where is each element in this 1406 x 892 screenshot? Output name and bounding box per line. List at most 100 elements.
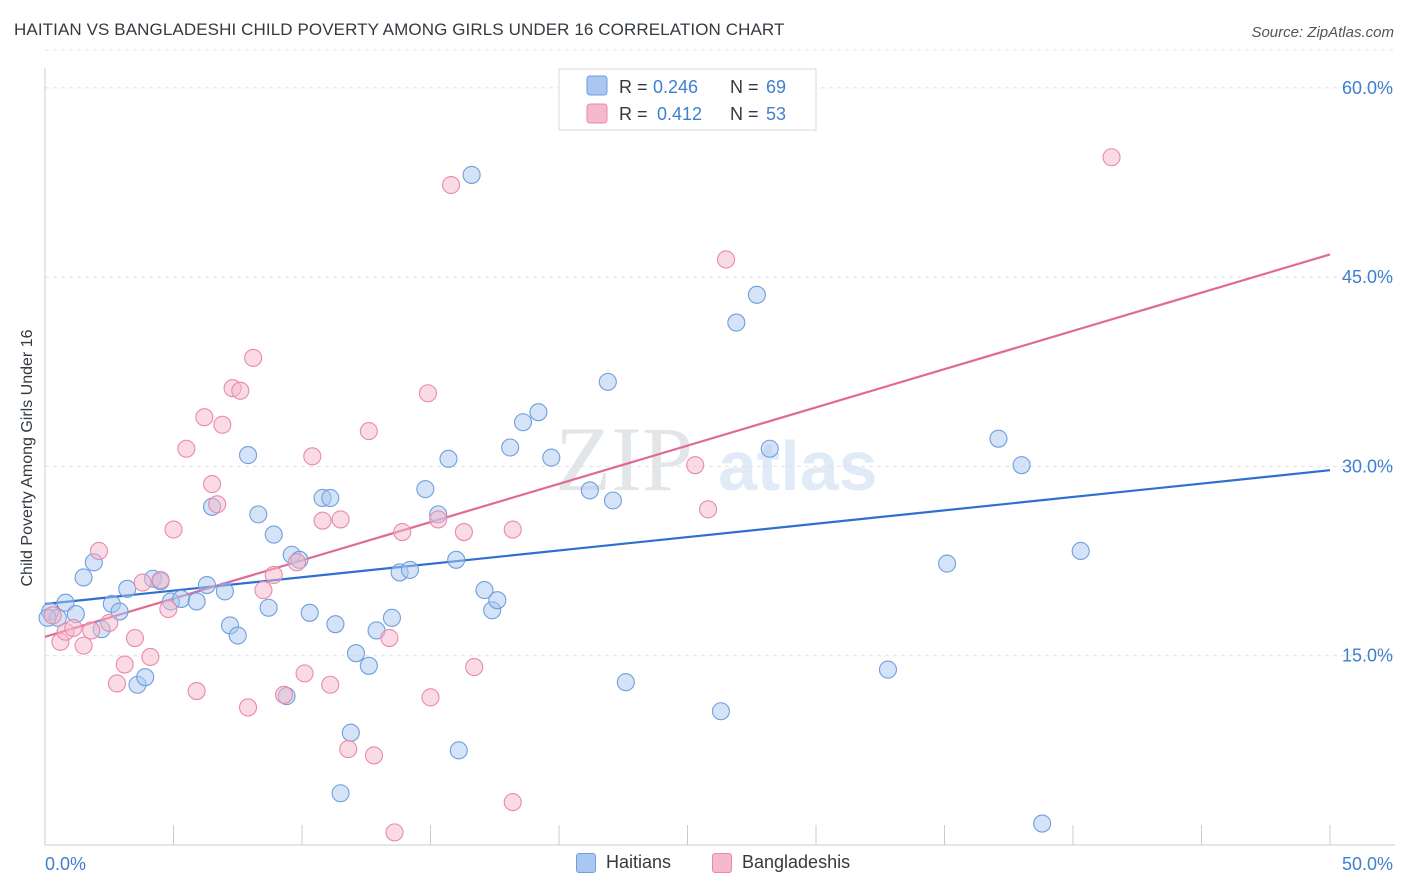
haitians-point — [449, 741, 468, 760]
haitians-trend-line — [44, 469, 1331, 606]
bangladeshis-point — [141, 647, 160, 667]
bangladeshis-point — [364, 746, 384, 765]
haitians-point — [56, 593, 75, 612]
haitians-point — [513, 413, 533, 432]
legend-bangladeshis-n-label: N = — [730, 104, 759, 124]
legend-bangladeshis-n-value: 53 — [766, 104, 786, 124]
bangladeshis-point — [429, 510, 448, 529]
bangladeshis-point — [82, 621, 101, 640]
bangladeshis-point — [393, 522, 412, 542]
bangladeshis-point — [385, 823, 404, 842]
haitians-point — [215, 582, 234, 601]
haitians-point — [74, 568, 93, 587]
haitians-point — [603, 491, 623, 510]
haitians-point — [462, 165, 481, 184]
bangladeshis-point — [442, 175, 461, 195]
bangladeshis-trend-line — [44, 253, 1331, 638]
haitians-point — [400, 560, 419, 579]
bottom-legend-bangladeshis: Bangladeshis — [712, 852, 850, 873]
bangladeshis-point — [133, 573, 152, 592]
bangladeshis-point — [331, 510, 350, 529]
bangladeshis-point — [74, 636, 93, 655]
haitians-point — [300, 603, 319, 622]
bangladeshis-point — [159, 599, 178, 619]
haitians-point — [580, 481, 599, 500]
bangladeshis-point — [380, 628, 399, 648]
bangladeshis-point — [503, 520, 522, 539]
haitians-point — [118, 579, 137, 598]
haitians-point — [727, 313, 746, 332]
haitians-point — [475, 581, 494, 600]
haitians-point — [439, 449, 458, 468]
haitians-point — [110, 602, 129, 621]
bangladeshis-point — [238, 698, 258, 717]
legend-bangladeshis-r-value: 0.412 — [657, 104, 702, 124]
bangladeshis-point — [43, 606, 62, 625]
bangladeshis-point — [287, 553, 306, 572]
haitians-swatch — [576, 852, 596, 873]
haitians-point — [197, 575, 216, 595]
haitians-point — [228, 626, 247, 645]
haitians-point — [760, 439, 779, 458]
legend-haitians-r-label: R = — [619, 77, 648, 97]
haitians-point — [447, 550, 466, 569]
bangladeshis-point — [339, 740, 358, 759]
bangladeshis-point — [359, 422, 378, 441]
haitians-point — [359, 656, 378, 675]
haitians-point — [1071, 541, 1090, 561]
bangladeshis-point — [1102, 148, 1121, 167]
haitians-point — [501, 438, 520, 457]
legend-haitians-r-value: 0.246 — [653, 77, 698, 97]
bangladeshis-point — [195, 408, 214, 427]
x-tick-label-max: 50.0% — [1342, 854, 1393, 874]
y-tick-label: 15.0% — [1342, 646, 1393, 666]
bangladeshis-point — [231, 381, 250, 400]
bangladeshis-point — [107, 674, 127, 693]
bangladeshis-point — [244, 348, 263, 367]
haitians-point — [249, 505, 268, 524]
bangladeshis-point — [274, 685, 294, 704]
legend-haitians-n-value: 69 — [766, 77, 786, 97]
bottom-legend-haitians: Haitians — [576, 852, 671, 873]
haitians-point — [321, 488, 340, 508]
legend-bangladeshis-r-label: R = — [619, 104, 648, 124]
legend-bangladeshis-swatch — [586, 103, 608, 124]
haitians-point — [264, 525, 283, 544]
haitians-point — [326, 615, 345, 634]
bangladeshis-point — [465, 658, 484, 677]
bangladeshis-point — [208, 495, 227, 514]
bangladeshis-point — [503, 793, 522, 812]
bangladeshis-point — [321, 675, 340, 694]
haitians-point — [382, 608, 402, 627]
y-tick-label: 60.0% — [1342, 78, 1393, 98]
haitians-point — [598, 372, 617, 391]
watermark-zip: ZIP — [555, 408, 693, 510]
haitians-point — [711, 702, 730, 721]
bangladeshis-point — [313, 511, 332, 530]
haitians-point — [416, 480, 435, 499]
bangladeshis-point — [115, 655, 134, 674]
bangladeshis-point — [89, 541, 109, 561]
legend-box: R = 0.246 N = 69 R = 0.412 N = 53 — [558, 68, 817, 131]
bangladeshis-point — [686, 456, 705, 475]
y-tick-label: 45.0% — [1342, 267, 1393, 287]
bangladeshis-point — [421, 688, 440, 707]
haitians-point — [238, 446, 258, 465]
bangladeshis-point — [295, 664, 314, 683]
haitians-point — [938, 554, 957, 573]
haitians-point — [331, 784, 350, 803]
bangladeshis-swatch — [712, 852, 732, 873]
bangladeshis-point — [203, 475, 222, 494]
bangladeshis-point — [213, 415, 232, 434]
haitians-point — [259, 598, 278, 617]
bangladeshis-point — [100, 613, 119, 632]
bangladeshis-point — [254, 581, 273, 600]
bangladeshis-point — [151, 570, 170, 590]
bangladeshis-point — [264, 565, 283, 585]
bangladeshis-point — [125, 628, 144, 648]
haitians-point — [1012, 456, 1031, 475]
y-tick-label: 30.0% — [1342, 456, 1393, 476]
haitians-point — [187, 592, 206, 611]
haitians-point — [747, 285, 766, 304]
